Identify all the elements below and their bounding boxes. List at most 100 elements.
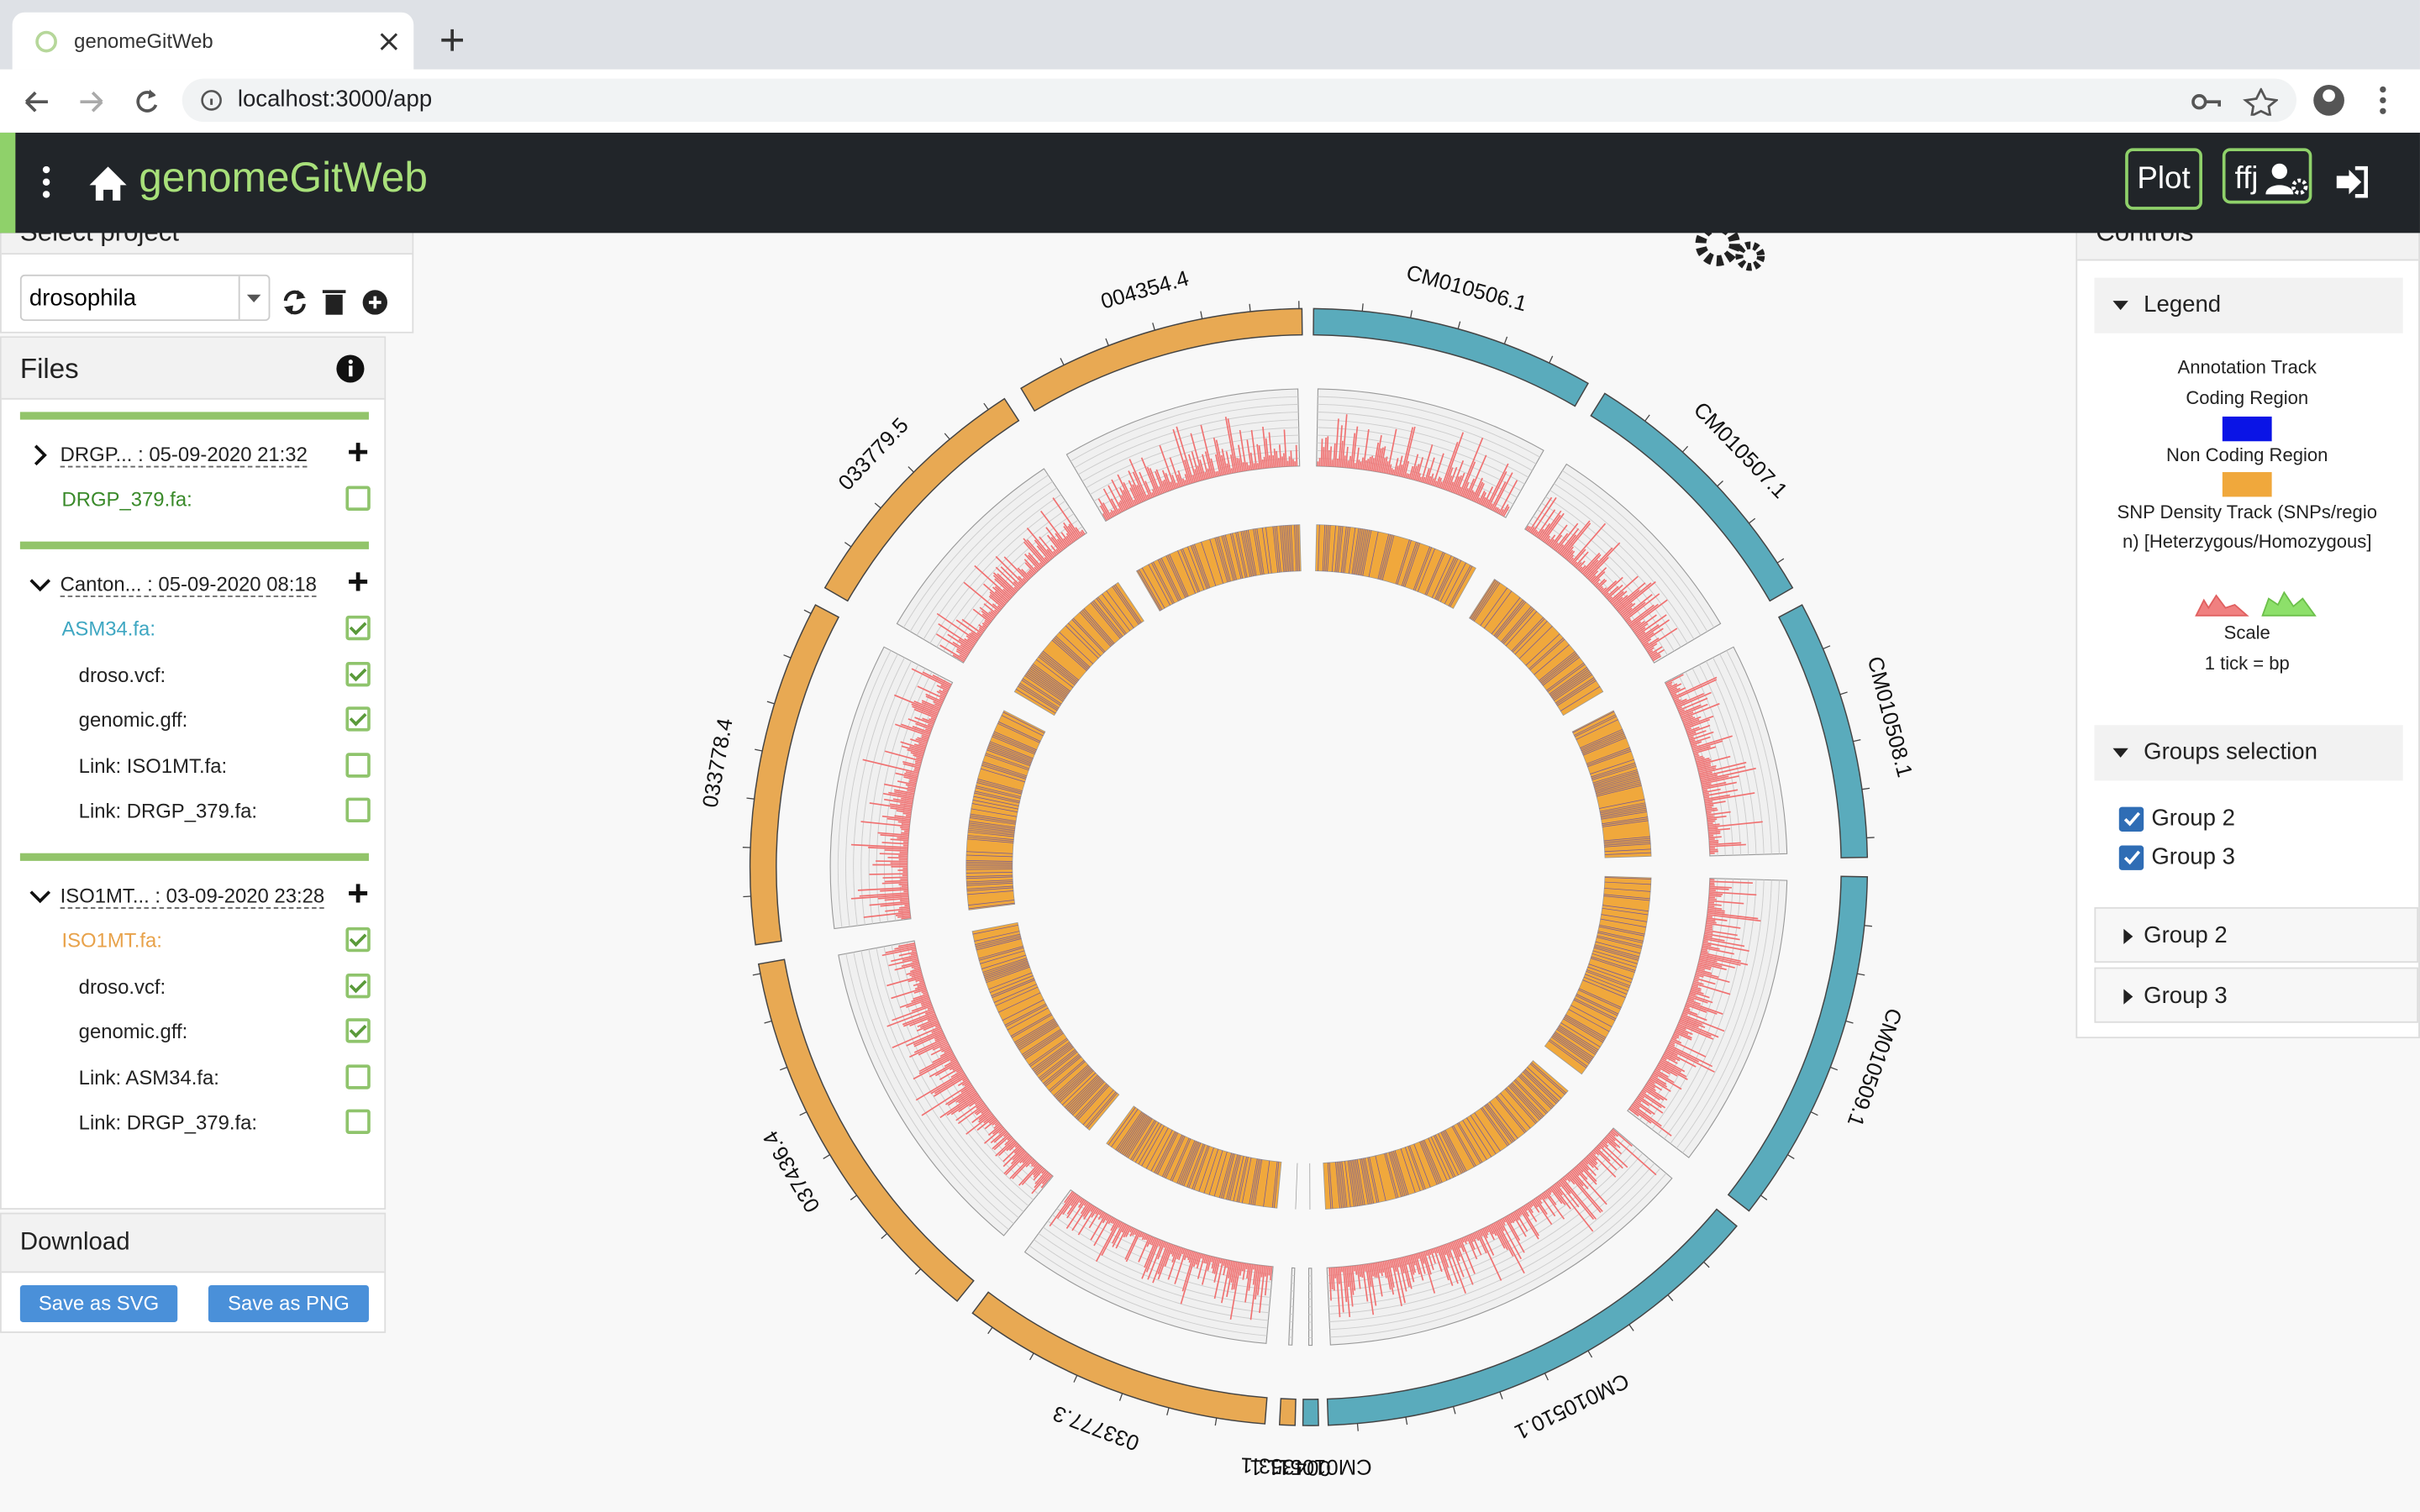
scale-tick <box>1644 414 1650 422</box>
density-grid <box>1726 650 1780 854</box>
file-checkbox[interactable] <box>345 927 371 953</box>
file-label[interactable]: ISO1MT.fa: <box>61 929 162 953</box>
density-grid <box>853 657 905 927</box>
file-checkbox[interactable] <box>345 616 371 641</box>
file-label[interactable]: Link: DRGP_379.fa: <box>78 1110 258 1134</box>
density-grid <box>1070 396 1298 462</box>
file-checkbox[interactable] <box>345 797 371 822</box>
file-checkbox[interactable] <box>345 1109 371 1134</box>
scale-tick <box>1405 1416 1408 1425</box>
file-label[interactable]: droso.vcf: <box>78 663 166 686</box>
file-label[interactable]: DRGP_379.fa: <box>61 487 192 511</box>
browser-tab[interactable]: genomeGitWeb <box>12 12 414 70</box>
scale-tick <box>1787 1154 1795 1159</box>
project-select[interactable]: drosophila <box>19 274 271 322</box>
scale-tick <box>1544 1373 1549 1381</box>
density-bars <box>1097 417 1298 521</box>
controls-panel: Controls Legend Groups selection Group 2… <box>2075 200 2420 1039</box>
panel-arrow <box>2123 989 2133 1005</box>
legend-snp: SNP Density Track (SNPs/region) [Heterzy… <box>2117 501 2377 553</box>
group-checkbox-label: Group 2 <box>2151 805 2235 832</box>
group-header[interactable]: DRGP... : 05-09-2020 21:32 <box>60 443 308 468</box>
add-file[interactable] <box>347 883 369 905</box>
scale-tick <box>983 402 989 410</box>
expand-toggle[interactable] <box>29 886 51 908</box>
user-name: ffj <box>2234 161 2259 197</box>
app-title[interactable]: genomeGitWeb <box>139 154 428 201</box>
save-svg-button[interactable]: Save as SVG <box>19 1284 178 1323</box>
legend-coding-swatch <box>2222 416 2272 442</box>
chromosome-label: 033777.3 <box>1050 1401 1143 1455</box>
groups-selection-toggle[interactable]: Groups selection <box>2094 725 2403 781</box>
file-label[interactable]: ASM34.fa: <box>61 617 155 641</box>
legend-tick: 1 tick = bp <box>2204 652 2290 675</box>
file-label[interactable]: droso.vcf: <box>78 974 166 998</box>
density-bars <box>1628 879 1761 1137</box>
density-track-bg <box>1664 646 1788 857</box>
legend-scale: Scale <box>2223 622 2270 643</box>
plot-button[interactable]: Plot <box>2125 148 2202 210</box>
group-header[interactable]: Canton... : 05-09-2020 08:18 <box>60 573 317 598</box>
group-header[interactable]: ISO1MT... : 03-09-2020 23:28 <box>60 885 325 910</box>
url-icons[interactable] <box>2191 87 2278 116</box>
scale-tick <box>1073 1374 1078 1383</box>
group-checkbox[interactable] <box>2118 806 2144 832</box>
add-file[interactable] <box>347 571 369 593</box>
group-panel[interactable]: Group 2 <box>2094 906 2419 963</box>
file-label[interactable]: genomic.gff: <box>78 1020 188 1043</box>
legend-toggle[interactable]: Legend <box>2094 277 2403 333</box>
expand-toggle[interactable] <box>29 575 51 596</box>
project-actions[interactable] <box>279 287 395 318</box>
density-grid <box>1038 1232 1269 1321</box>
scale-tick <box>1830 1066 1839 1071</box>
annotation-features <box>1470 580 1601 711</box>
omnibox[interactable]: localhost:3000/app <box>182 78 2297 123</box>
group-panel-title: Group 3 <box>2144 982 2228 1010</box>
panel-arrow <box>2123 928 2133 945</box>
scale-tick <box>1839 691 1848 696</box>
file-checkbox[interactable] <box>345 973 371 998</box>
expand-toggle[interactable] <box>29 444 51 466</box>
density-grid <box>1318 403 1537 465</box>
density-grid <box>1533 516 1668 656</box>
file-checkbox[interactable] <box>345 752 371 777</box>
density-grid <box>1317 434 1522 491</box>
nav-buttons[interactable] <box>22 87 168 118</box>
density-grid <box>1712 657 1765 855</box>
density-grid <box>1562 470 1715 628</box>
tab-close[interactable] <box>380 33 398 51</box>
density-bars <box>1317 414 1518 517</box>
file-checkbox[interactable] <box>345 1018 371 1043</box>
add-file[interactable] <box>347 441 369 463</box>
user-button[interactable]: ffj <box>2222 148 2312 204</box>
file-label[interactable]: genomic.gff: <box>78 708 188 732</box>
group-panel[interactable]: Group 3 <box>2094 967 2419 1023</box>
profile-menu[interactable] <box>2312 81 2404 118</box>
scale-tick <box>1457 321 1461 329</box>
file-label[interactable]: Link: ASM34.fa: <box>78 1065 219 1089</box>
density-bars <box>1525 496 1678 662</box>
file-checkbox[interactable] <box>345 486 371 511</box>
density-track-bg <box>1326 1127 1673 1346</box>
file-checkbox[interactable] <box>345 661 371 686</box>
density-grid <box>1317 419 1529 478</box>
chromosome-segment <box>823 397 1020 602</box>
new-tab[interactable] <box>439 28 464 52</box>
scale-tick <box>1853 738 1861 743</box>
nav-icons[interactable] <box>37 164 145 204</box>
file-checkbox[interactable] <box>345 706 371 732</box>
scale-tick <box>1717 480 1723 487</box>
file-label[interactable]: Link: DRGP_379.fa: <box>78 799 258 822</box>
chromosome-segment <box>757 958 975 1302</box>
group-checkbox[interactable] <box>2118 845 2144 870</box>
scale-tick <box>1152 323 1155 331</box>
logout-icon[interactable] <box>2333 165 2370 199</box>
user-icon <box>2265 163 2308 195</box>
file-checkbox[interactable] <box>345 1063 371 1089</box>
files-info[interactable] <box>335 354 366 385</box>
file-label[interactable]: Link: ISO1MT.fa: <box>78 753 228 777</box>
scale-tick <box>1503 336 1508 344</box>
density-grid <box>916 487 1057 636</box>
save-png-button[interactable]: Save as PNG <box>208 1284 369 1323</box>
